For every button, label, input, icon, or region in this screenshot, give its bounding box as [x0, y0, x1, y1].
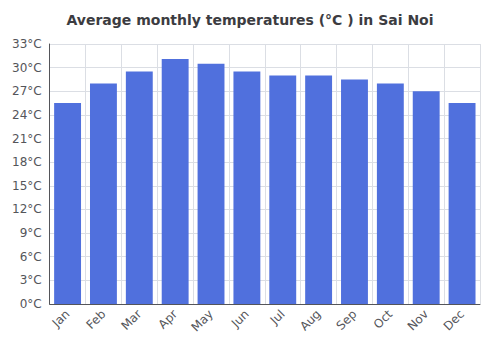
- svg-text:Jul: Jul: [267, 307, 288, 328]
- svg-text:9°C: 9°C: [20, 226, 42, 240]
- svg-text:Sep: Sep: [334, 307, 360, 333]
- svg-text:12°C: 12°C: [12, 202, 42, 216]
- svg-text:24°C: 24°C: [12, 108, 42, 122]
- svg-text:15°C: 15°C: [12, 179, 42, 193]
- svg-text:Average monthly temperatures (: Average monthly temperatures (°C ) in Sa…: [66, 12, 433, 28]
- svg-text:6°C: 6°C: [20, 250, 42, 264]
- svg-text:18°C: 18°C: [12, 155, 42, 169]
- svg-text:Feb: Feb: [83, 307, 108, 332]
- svg-text:May: May: [189, 307, 216, 334]
- svg-text:Apr: Apr: [156, 307, 181, 332]
- svg-text:33°C: 33°C: [12, 37, 42, 51]
- svg-text:Nov: Nov: [405, 307, 431, 333]
- svg-text:Jun: Jun: [228, 307, 252, 331]
- svg-text:Dec: Dec: [441, 307, 467, 333]
- svg-text:Aug: Aug: [297, 307, 323, 333]
- svg-text:27°C: 27°C: [12, 84, 42, 98]
- svg-text:3°C: 3°C: [20, 273, 42, 287]
- svg-text:Mar: Mar: [118, 307, 144, 333]
- svg-text:Jan: Jan: [49, 307, 73, 331]
- svg-text:0°C: 0°C: [20, 297, 42, 311]
- svg-text:Oct: Oct: [371, 307, 396, 332]
- svg-text:30°C: 30°C: [12, 61, 42, 75]
- svg-text:21°C: 21°C: [12, 132, 42, 146]
